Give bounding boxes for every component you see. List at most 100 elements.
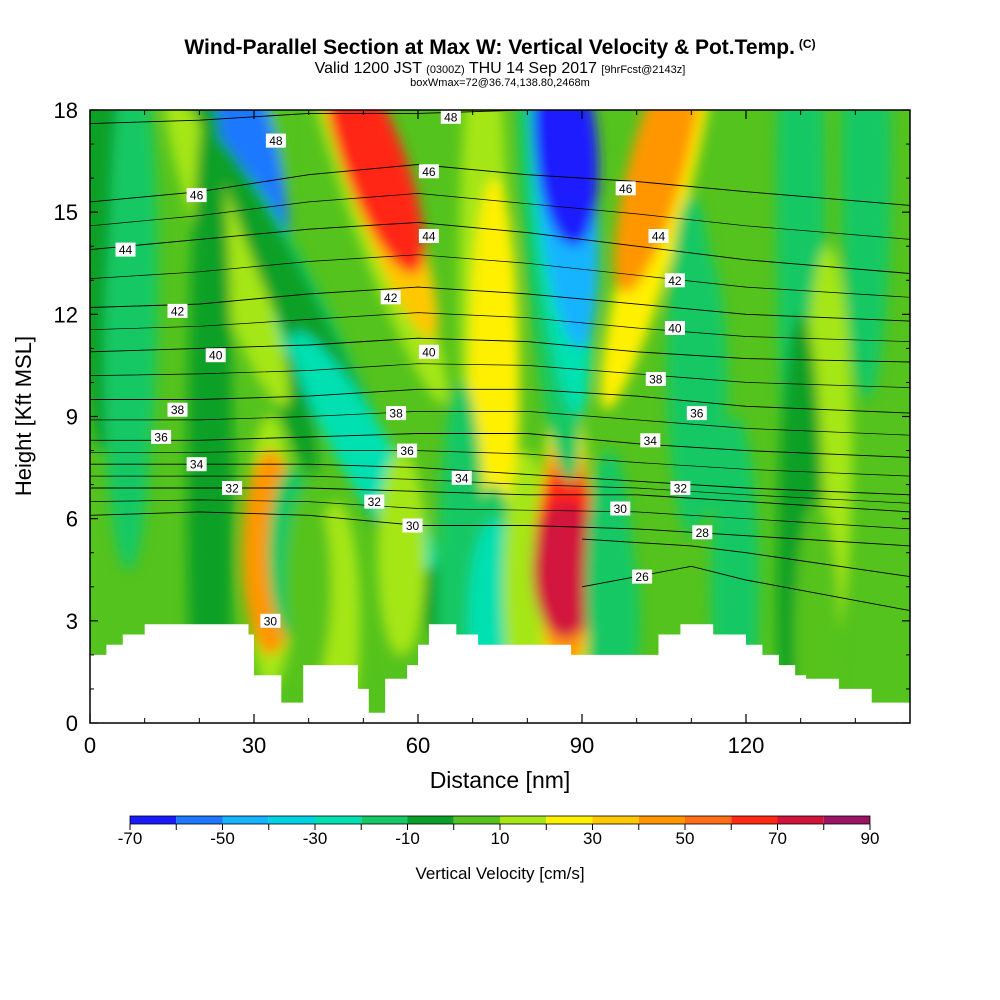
terrain xyxy=(90,624,910,723)
y-tick-label: 9 xyxy=(66,405,78,430)
contour-label: 44 xyxy=(418,229,439,244)
contour-label: 34 xyxy=(451,470,472,485)
theta-contour-44 xyxy=(90,221,910,274)
y-tick-label: 18 xyxy=(54,98,78,123)
y-tick-label: 15 xyxy=(54,200,78,225)
contour-label-box xyxy=(418,164,439,179)
valid-time-line: Valid 1200 JST (0300Z) THU 14 Sep 2017 [… xyxy=(314,60,686,77)
theta-contour-28 xyxy=(581,538,910,578)
theta-contour-intermediate xyxy=(90,499,910,530)
theta-contour-intermediate xyxy=(90,450,910,477)
colorbar-swatch xyxy=(546,816,593,824)
colorbar-tick-label: 70 xyxy=(768,829,787,848)
colorbar-tick-label: 90 xyxy=(861,829,880,848)
theta-contour-30 xyxy=(90,511,910,547)
contour-label-text: 38 xyxy=(649,373,663,387)
contour-label-text: 30 xyxy=(406,519,420,533)
colorbar-swatch xyxy=(731,816,778,824)
colorbar-tick-label: -50 xyxy=(210,829,235,848)
colorbar-swatch xyxy=(685,816,732,824)
colorbar-swatch xyxy=(407,816,454,824)
contour-label-text: 48 xyxy=(269,134,283,148)
colorbar-swatch xyxy=(130,816,177,824)
contour-label-text: 26 xyxy=(635,570,649,584)
contour-label-text: 28 xyxy=(696,526,710,540)
contour-label-text: 34 xyxy=(190,458,204,472)
contour-label-text: 38 xyxy=(171,403,185,417)
x-tick-label: 30 xyxy=(242,733,266,758)
field-blobs xyxy=(90,110,892,723)
contour-label-box xyxy=(632,569,653,584)
contour-label: 36 xyxy=(151,429,172,444)
y-tick-label: 6 xyxy=(66,507,78,532)
colorbar-swatch xyxy=(777,816,824,824)
contour-label-box xyxy=(167,303,188,318)
velocity-region-sinking xyxy=(841,110,892,400)
contour-label-box xyxy=(402,518,423,533)
contour-label-box xyxy=(386,406,407,421)
contour-label-box xyxy=(115,242,136,257)
contour-label: 30 xyxy=(402,518,423,533)
velocity-region-sinking xyxy=(104,161,153,570)
contour-label: 40 xyxy=(205,348,226,363)
contour-label-text: 42 xyxy=(668,274,682,288)
contour-label-text: 42 xyxy=(384,291,398,305)
theta-contour-intermediate xyxy=(90,475,910,504)
contour-label-text: 44 xyxy=(422,230,436,244)
theta-contour-42 xyxy=(90,286,910,322)
contour-label-text: 32 xyxy=(674,482,688,496)
contour-label-box xyxy=(440,109,461,124)
contour-label: 48 xyxy=(265,133,286,148)
theta-contour-34 xyxy=(90,463,910,496)
contour-label: 38 xyxy=(386,406,407,421)
contour-label-box xyxy=(186,457,207,472)
x-tick-label: 60 xyxy=(406,733,430,758)
theta-contour-46 xyxy=(90,164,910,206)
velocity-region-rising xyxy=(377,450,426,655)
contour-label: 42 xyxy=(380,290,401,305)
contour-label: 36 xyxy=(397,443,418,458)
velocity-region-downdraft-core xyxy=(532,110,599,246)
theta-contour-38 xyxy=(90,388,910,414)
colorbar: -70 -50 -30 -10 10 30 50 70 90 xyxy=(118,815,880,848)
contour-label-text: 34 xyxy=(455,471,469,485)
x-axis-label: Distance [nm] xyxy=(429,767,571,793)
y-axis-label: Height [Kft MSL] xyxy=(11,335,36,497)
contour-label-text: 48 xyxy=(444,110,458,124)
theta-contour-intermediate xyxy=(90,193,910,240)
contour-label: 32 xyxy=(364,494,385,509)
theta-contour-intermediate xyxy=(90,312,910,342)
velocity-region-sinking xyxy=(677,246,728,519)
y-tick-label: 12 xyxy=(54,302,78,327)
colorbar-swatch xyxy=(222,816,269,824)
contour-label-text: 30 xyxy=(614,502,628,516)
colorbar-swatch xyxy=(315,816,362,824)
contour-label: 40 xyxy=(664,321,685,336)
contour-label: 30 xyxy=(260,613,281,628)
velocity-region-weak-rising xyxy=(285,484,332,689)
contour-label-text: 46 xyxy=(619,182,633,196)
contour-label: 42 xyxy=(664,273,685,288)
x-tick-label: 0 xyxy=(84,733,96,758)
contour-label-box xyxy=(664,273,685,288)
copyright-mark: (C) xyxy=(798,37,816,51)
contour-label-text: 30 xyxy=(264,614,278,628)
contour-label-box xyxy=(151,429,172,444)
contour-label-box xyxy=(664,321,685,335)
colorbar-swatch xyxy=(176,816,223,824)
contour-label-box xyxy=(645,372,666,386)
velocity-region-weak-rising xyxy=(794,501,840,723)
contour-label-box xyxy=(648,229,669,243)
contour-label: 40 xyxy=(418,344,439,359)
colorbar-swatch xyxy=(361,816,408,824)
contour-label-text: 46 xyxy=(422,165,436,179)
contour-label-text: 38 xyxy=(389,407,403,421)
colorbar-swatch xyxy=(592,816,639,824)
theta-contour-intermediate xyxy=(90,363,910,388)
contour-label-text: 34 xyxy=(644,434,658,448)
colorbar-tick-label: 50 xyxy=(676,829,695,848)
colorbar-swatch xyxy=(500,816,547,824)
y-tick-label: 0 xyxy=(66,711,78,736)
contour-label-box xyxy=(640,433,661,448)
